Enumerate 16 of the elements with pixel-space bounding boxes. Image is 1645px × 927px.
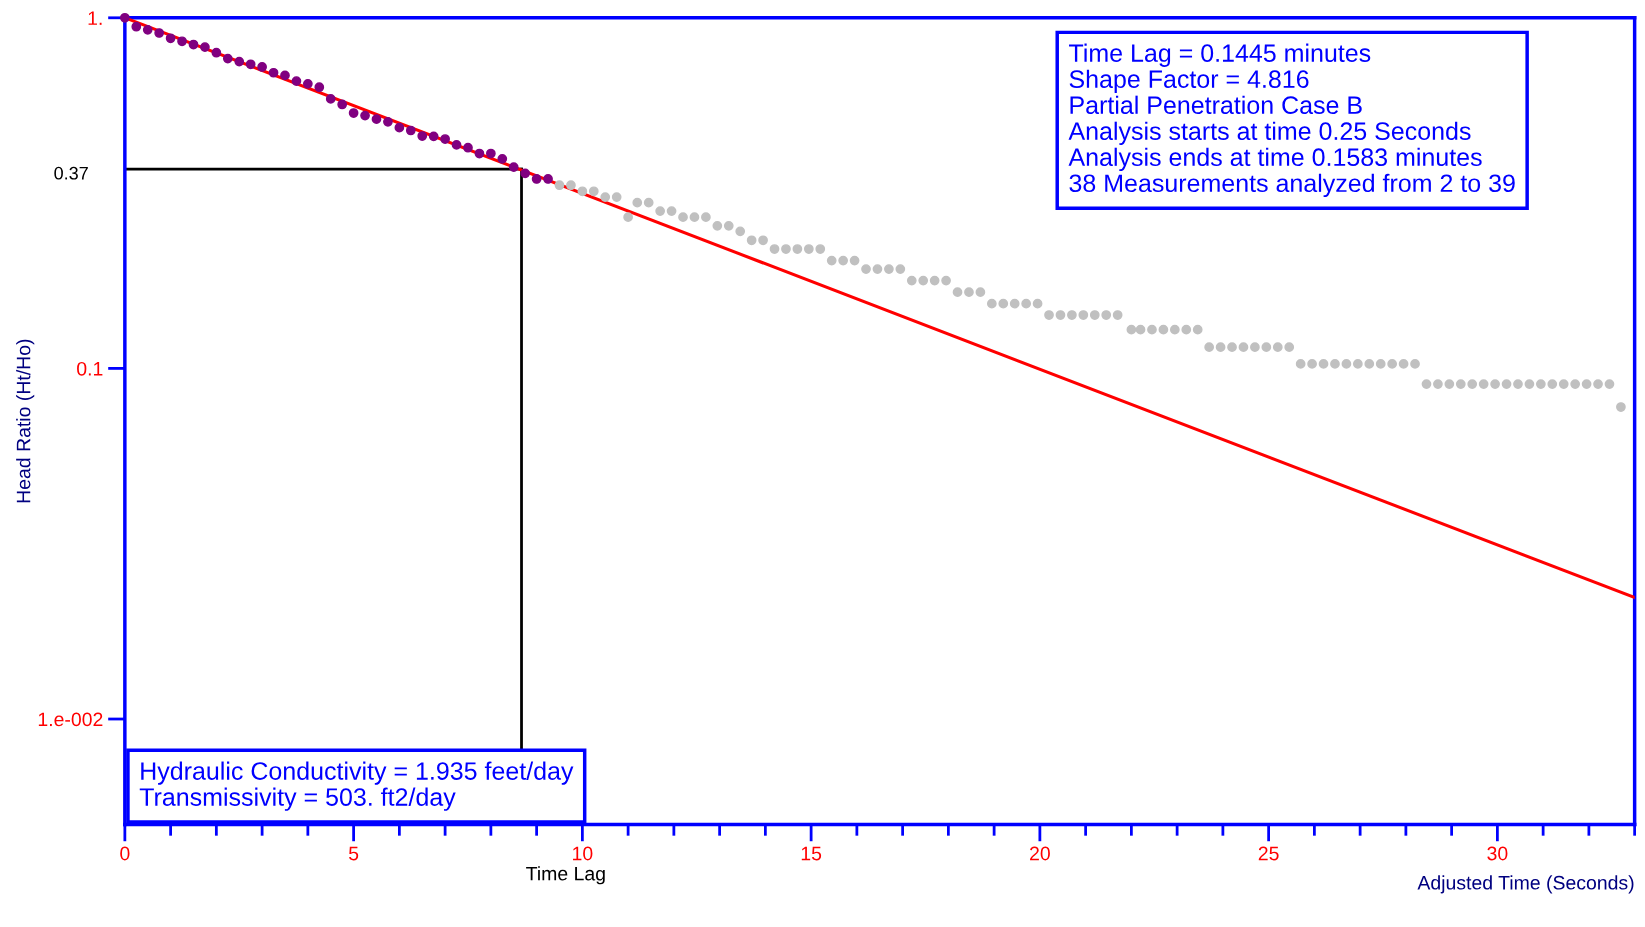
x-tick-label: 0 (120, 846, 130, 861)
annotation: Time Lag = 0.1445 minutes Shape Factor = 4.816 Partial Penetration Case B Analysis starts at time 0.25 Seconds Analysis ends at time 0.1583 minutes 38 Measurements analyzed from 2 to 39 (1068, 43, 1515, 198)
y-tick-label: 1. (88, 11, 102, 25)
annotation: Hydraulic Conductivity = 1.935 feet/day Transmissivity = 503. ft2/day (139, 761, 574, 811)
x-tick-label: 25 (1258, 846, 1279, 861)
x-tick-label: 30 (1487, 846, 1508, 861)
y-axis-title: Head Ratio (Ht/Ho) (16, 339, 35, 503)
y-tick-label: 1.e-002 (38, 712, 103, 727)
x-axis-title: Adjusted Time (Seconds) (1417, 875, 1634, 894)
x-tick-label: 15 (801, 846, 822, 861)
ref-line-label: 0.37 (54, 166, 88, 180)
y-tick-label: 0.1 (77, 361, 103, 376)
ref-line-label: Time Lag (526, 866, 605, 885)
x-tick-label: 20 (1030, 846, 1050, 861)
x-tick-label: 5 (348, 846, 359, 861)
x-tick-label: 10 (573, 846, 593, 861)
